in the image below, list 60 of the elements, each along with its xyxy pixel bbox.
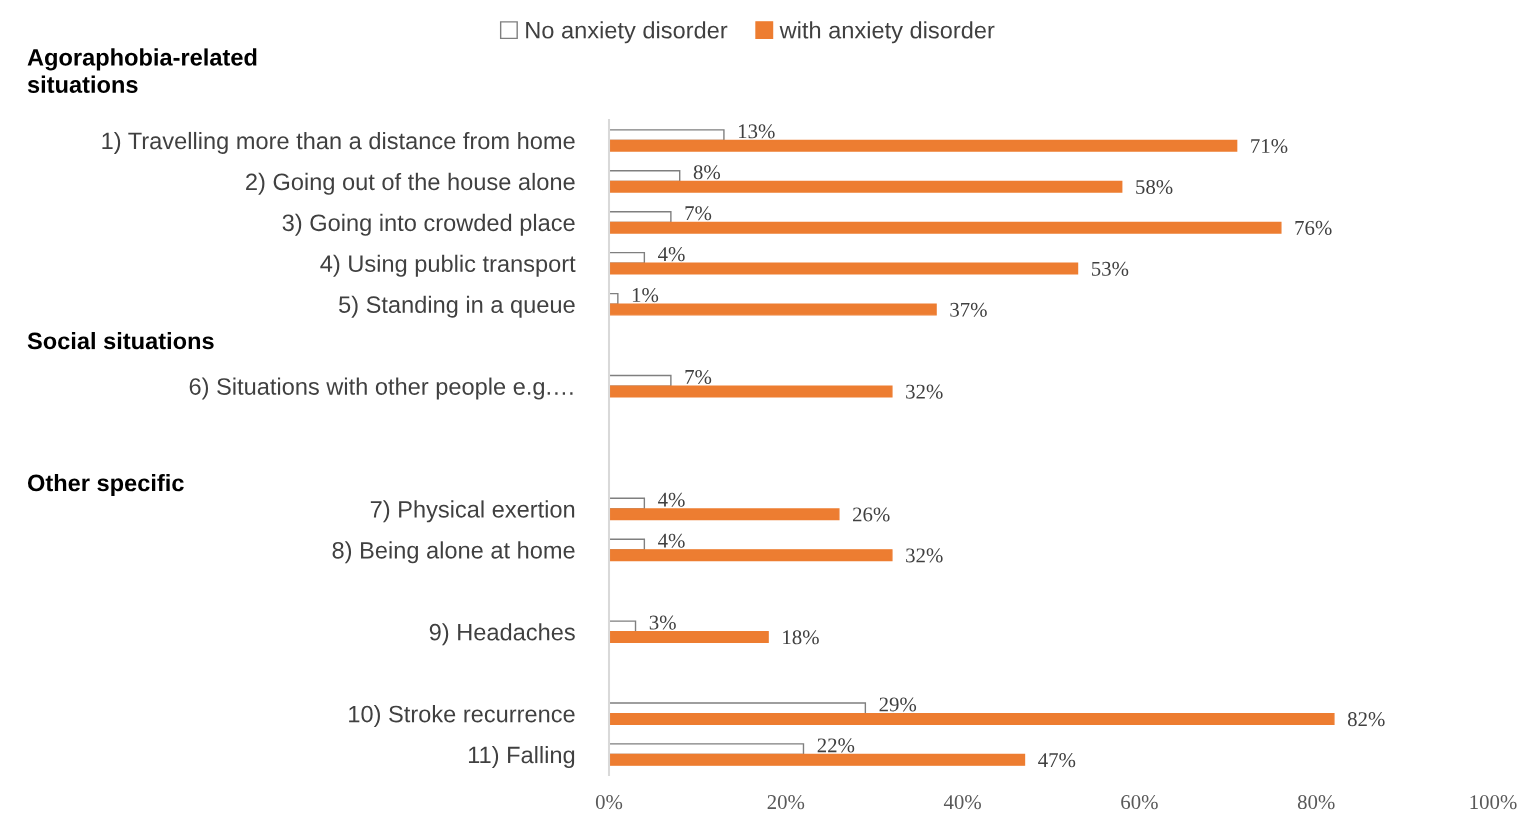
bar <box>609 139 1238 152</box>
data-label: 32% <box>906 384 943 399</box>
y-tick-label: 5) Standing in a queue <box>339 295 575 318</box>
x-tick-label: 100% <box>1470 795 1517 810</box>
bar <box>609 221 1282 234</box>
data-label: 1% <box>632 288 659 303</box>
data-label: 18% <box>783 630 819 645</box>
data-label: 71% <box>1251 138 1288 154</box>
bar <box>609 549 893 562</box>
bar <box>609 262 1079 275</box>
y-tick-label: 7) Physical exertion <box>370 500 575 523</box>
x-tick-label: 80% <box>1297 795 1335 810</box>
data-label: 32% <box>906 548 943 563</box>
data-label: 47% <box>1038 753 1076 768</box>
bar <box>609 129 725 142</box>
bar <box>609 712 1335 725</box>
data-label: 29% <box>879 697 917 712</box>
y-tick-label: 8) Being alone at home <box>332 541 575 564</box>
data-label: 4% <box>658 492 685 507</box>
bar <box>609 211 672 224</box>
bar <box>609 170 681 183</box>
data-label: 4% <box>658 247 685 262</box>
data-label: 82% <box>1347 712 1385 727</box>
data-label: 22% <box>817 738 855 753</box>
data-label: 58% <box>1136 179 1173 195</box>
data-label: 8% <box>693 165 721 180</box>
bar <box>609 180 1123 193</box>
bar <box>609 303 937 316</box>
bar <box>609 631 769 644</box>
x-tick-label: 60% <box>1121 795 1158 810</box>
legend-label: with anxiety disorder <box>779 21 995 44</box>
y-tick-label: 4) Using public transport <box>320 254 576 277</box>
bar <box>609 508 840 521</box>
y-tick-label: 11) Falling <box>468 745 575 768</box>
legend-label: No anxiety disorder <box>526 21 728 44</box>
x-tick-label: 0% <box>595 795 623 810</box>
data-label: 26% <box>853 507 890 522</box>
x-tick-label: 20% <box>767 795 805 810</box>
text: Other specific <box>27 473 184 497</box>
data-label: 37% <box>950 302 987 317</box>
data-label: 76% <box>1295 220 1332 235</box>
data-label: 4% <box>658 533 685 548</box>
bar <box>609 702 867 715</box>
y-tick-label: 1) Travelling more than a distance from home <box>102 131 575 154</box>
bar <box>609 743 805 756</box>
y-tick-label: 6) Situations with other people e.g.… <box>189 377 573 400</box>
y-tick-label: 10) Stroke recurrence <box>349 705 575 728</box>
text: Agoraphobia-related situations <box>27 48 257 93</box>
data-label: 53% <box>1091 261 1129 276</box>
x-tick-label: 40% <box>943 795 981 810</box>
text: Social situations <box>27 332 214 350</box>
data-label: 3% <box>649 615 676 630</box>
bar <box>609 385 893 398</box>
data-label: 13% <box>739 124 775 139</box>
y-tick-label: 2) Going out of the house alone <box>246 172 575 195</box>
data-label: 7% <box>685 369 712 385</box>
y-tick-label: 3) Going into crowded place <box>282 213 575 236</box>
bar <box>609 753 1026 766</box>
y-tick-label: 9) Headaches <box>429 623 575 646</box>
data-label: 7% <box>685 206 712 221</box>
